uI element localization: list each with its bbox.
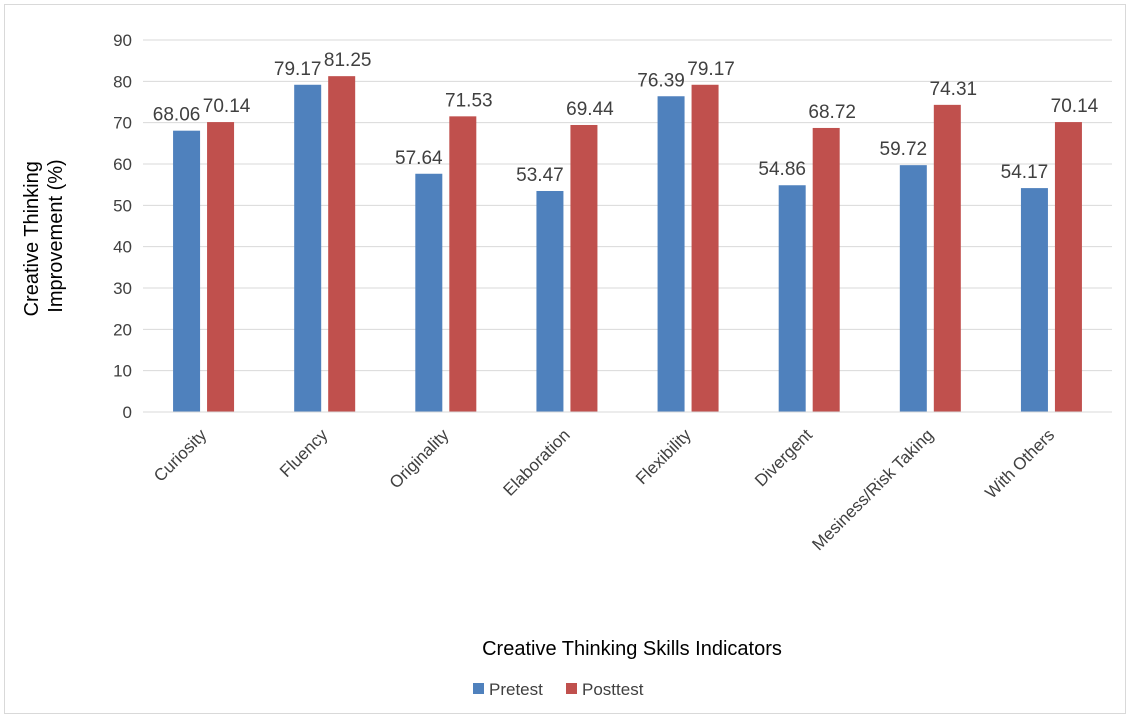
- x-category-label: Flexibility: [632, 425, 695, 488]
- x-category-label: Fluency: [276, 425, 332, 481]
- data-label-posttest: 68.72: [808, 102, 856, 123]
- bar-posttest-4: [691, 84, 719, 412]
- y-tick-label: 20: [113, 320, 132, 339]
- y-tick-label: 70: [113, 114, 132, 133]
- data-label-posttest: 79.17: [687, 59, 735, 80]
- data-label-pretest: 57.64: [395, 148, 443, 169]
- y-tick-label: 40: [113, 238, 132, 257]
- y-axis-ticks: 0 10 20 30 40 50 60 70 80 90: [113, 31, 132, 422]
- data-label-pretest: 53.47: [516, 165, 564, 186]
- bar-pretest-5: [778, 185, 806, 412]
- y-tick-label: 50: [113, 196, 132, 215]
- x-category-label: Elaboration: [500, 425, 574, 499]
- y-tick-label: 90: [113, 31, 132, 50]
- x-axis-title: Creative Thinking Skills Indicators: [482, 638, 782, 660]
- bar-posttest-6: [933, 104, 961, 413]
- data-label-posttest: 69.44: [566, 99, 614, 120]
- data-label-pretest: 54.17: [1001, 162, 1049, 183]
- bar-pretest-1: [294, 84, 322, 412]
- legend-swatch-posttest: [566, 683, 577, 694]
- bar-pretest-6: [899, 165, 927, 412]
- legend-label-posttest: Posttest: [582, 680, 644, 699]
- legend-swatch-pretest: [473, 683, 484, 694]
- data-label-posttest: 81.25: [324, 50, 372, 71]
- y-axis-title: Creative Thinking Improvement (%): [21, 156, 67, 317]
- legend-label-pretest: Pretest: [489, 680, 543, 699]
- bars: [173, 76, 1082, 413]
- bar-pretest-3: [536, 190, 564, 412]
- bar-pretest-2: [415, 173, 443, 412]
- bar-pretest-0: [173, 130, 201, 412]
- data-label-pretest: 79.17: [274, 59, 322, 80]
- bar-posttest-5: [812, 127, 840, 412]
- x-category-label: Curiosity: [150, 425, 211, 486]
- data-label-pretest: 68.06: [153, 105, 201, 126]
- data-label-pretest: 59.72: [880, 139, 928, 160]
- y-tick-label: 10: [113, 362, 132, 381]
- bar-posttest-1: [328, 76, 356, 413]
- data-label-posttest: 71.53: [445, 90, 493, 111]
- bar-posttest-7: [1054, 122, 1082, 412]
- y-tick-label: 60: [113, 155, 132, 174]
- data-label-posttest: 70.14: [203, 96, 251, 117]
- bar-pretest-7: [1020, 188, 1048, 412]
- data-label-posttest: 70.14: [1051, 96, 1099, 117]
- legend: Pretest Posttest: [473, 680, 644, 699]
- x-category-label: Divergent: [751, 425, 816, 490]
- x-category-label: With Others: [981, 425, 1058, 502]
- data-label-pretest: 54.86: [758, 159, 806, 180]
- bar-posttest-2: [449, 116, 477, 413]
- x-category-label: Originality: [386, 425, 453, 492]
- y-tick-label: 0: [123, 403, 132, 422]
- y-tick-label: 80: [113, 72, 132, 91]
- data-label-posttest: 74.31: [930, 79, 978, 100]
- y-axis-title-line-2: Improvement (%): [45, 159, 67, 312]
- y-axis-title-line-1: Creative Thinking: [21, 161, 43, 316]
- data-label-pretest: 76.39: [637, 70, 685, 91]
- x-axis-category-labels: Curiosity Fluency Originality Elaboration Fl…: [150, 425, 1058, 554]
- bar-posttest-0: [207, 122, 235, 412]
- x-category-label: Mesiness/Risk Taking: [808, 425, 937, 554]
- y-tick-label: 30: [113, 279, 132, 298]
- bar-pretest-4: [657, 96, 685, 412]
- bar-posttest-3: [570, 124, 598, 413]
